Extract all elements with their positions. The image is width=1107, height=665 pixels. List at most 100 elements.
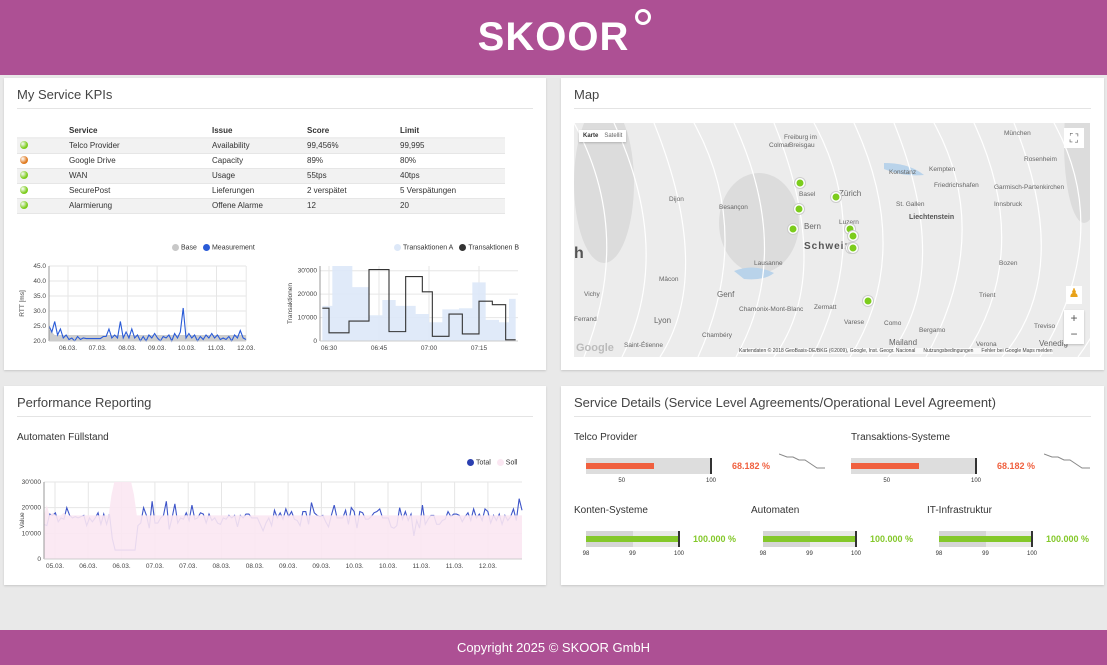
panel-title: Service Details (Service Level Agreement… [574,395,996,410]
city-label: Mâcon [659,276,679,283]
skoor-logo[interactable]: SKOOR [478,9,652,60]
road [963,123,1003,357]
city-label: Mailand [889,338,917,347]
city-label: Chambéry [702,332,733,339]
city-label: Lyon [654,316,671,325]
issue-cell: Availability [212,138,307,154]
col-status [17,124,69,139]
status-cell [17,138,69,154]
city-label: Innsbruck [994,201,1023,208]
pegman-icon[interactable]: ♟ [1066,286,1082,304]
sla-tick-label: 100 [1026,551,1037,557]
x-tick-label: 07.03. [146,563,164,570]
logo-ring [635,9,652,25]
status-cell [17,198,69,214]
road [613,123,647,357]
road [1001,123,1042,357]
x-tick-label: 10.03. [178,345,196,352]
zoom-out-button[interactable]: − [1070,327,1078,341]
map-type-karte[interactable]: Karte [583,133,599,139]
city-label: Como [884,320,902,327]
x-tick-label: 09.03. [312,563,330,570]
sla-value-fill [939,536,1032,542]
map-background [574,123,1090,357]
divider [17,416,533,417]
city-label: Colmar [769,142,791,149]
road [773,123,805,357]
sla-tick-label: 98 [759,551,767,557]
y-axis-label: RTT [ms] [19,290,26,317]
table-row[interactable]: Alarmierung Offene Alarme 12 20 [17,198,505,214]
table-row[interactable]: Google Drive Capacity 89% 80% [17,153,505,169]
map-type-control: Karte Satellit [579,130,627,142]
location-marker-dot [789,225,797,233]
x-tick-label: 10.03. [379,563,397,570]
score-cell: 55tps [307,168,400,184]
sla-value-fill [586,536,679,542]
sla-name: IT-Infrastruktur [927,505,993,516]
table-row[interactable]: SecurePost Lieferungen 2 verspätet 5 Verspä… [17,183,505,199]
measurement-series [48,307,247,343]
city-label: Varese [844,319,864,326]
sla-percentage: 100.000 % [870,534,914,544]
score-cell: 99,456% [307,138,400,154]
y-tick-label: 10'000 [298,315,318,322]
limit-cell: 5 Verspätungen [400,183,505,199]
service-cell: Alarmierung [69,198,212,214]
sla-percentage: 68.182 % [732,461,771,471]
kpi-table: Service Issue Score Limit Telco Provider… [17,124,505,214]
city-label: Zermatt [814,304,837,311]
legend-trans-b[interactable]: Transaktionen B [459,244,519,251]
soll-series [44,482,522,559]
sla-percentage: 100.000 % [693,534,737,544]
y-tick-label: 40.0 [33,278,46,285]
status-icon [20,185,28,194]
city-label: Friedrichshafen [934,182,979,189]
location-marker-dot [849,244,857,252]
score-cell: 2 verspätet [307,183,400,199]
legend-base[interactable]: Base [172,244,197,251]
zoom-in-button[interactable]: + [1070,311,1078,325]
status-cell [17,183,69,199]
legend-measurement[interactable]: Measurement [202,244,255,251]
sla-bullet-bar [763,531,857,547]
x-tick-label: 09.03. [148,345,166,352]
rtt-chart: 45.0 40.0 35.0 30.0 25.0 20.0 06.03. 07.03. 08.0… [19,263,255,352]
sla-value-fill [763,536,856,542]
x-tick-label: 10.03. [346,563,364,570]
legend-soll[interactable]: Soll [496,459,517,466]
legend-trans-a[interactable]: Transaktionen A [394,244,453,251]
road [574,123,608,357]
divider [574,416,1091,417]
legend-total[interactable]: Total [467,459,491,466]
city-label: Konstanz [889,169,916,176]
chart-subtitle: Automaten Füllstand [17,432,109,443]
sla-tick-label: 100 [705,478,716,484]
col-service: Service [69,124,212,139]
city-label: Freiburg im [784,134,817,141]
map-report-link[interactable]: Fehler bei Google Maps melden [981,348,1053,354]
col-score: Score [307,124,400,139]
y-tick-label: 45.0 [33,263,46,270]
table-row[interactable]: WAN Usage 55tps 40tps [17,168,505,184]
base-series [49,329,246,341]
map-terms-link[interactable]: Nutzungsbedingungen [923,348,974,354]
city-label: Saint-Étienne [624,340,663,349]
sla-value-fill [586,463,655,469]
status-icon [20,155,28,164]
location-marker-dot [849,232,857,240]
map-type-satellit[interactable]: Satellit [604,133,623,139]
sla-name: Automaten [751,505,800,516]
road [693,123,726,357]
x-tick-label: 08.03. [118,345,136,352]
map-panel: Map München Freiburg im Breisgau Colmar Kons… [561,78,1104,370]
table-row[interactable]: Telco Provider Availability 99,456% 99,995 [17,138,505,154]
y-axis-label: Transaktionen [287,283,294,324]
sla-target-marker [710,458,712,474]
sla-tick-label: 50 [883,478,891,484]
fullscreen-icon[interactable]: ⛶ [1064,128,1084,148]
sla-bullet-bar [939,531,1033,547]
sla-bullet-bar [586,531,680,547]
sla-name: Transaktions-Systeme [851,432,951,443]
